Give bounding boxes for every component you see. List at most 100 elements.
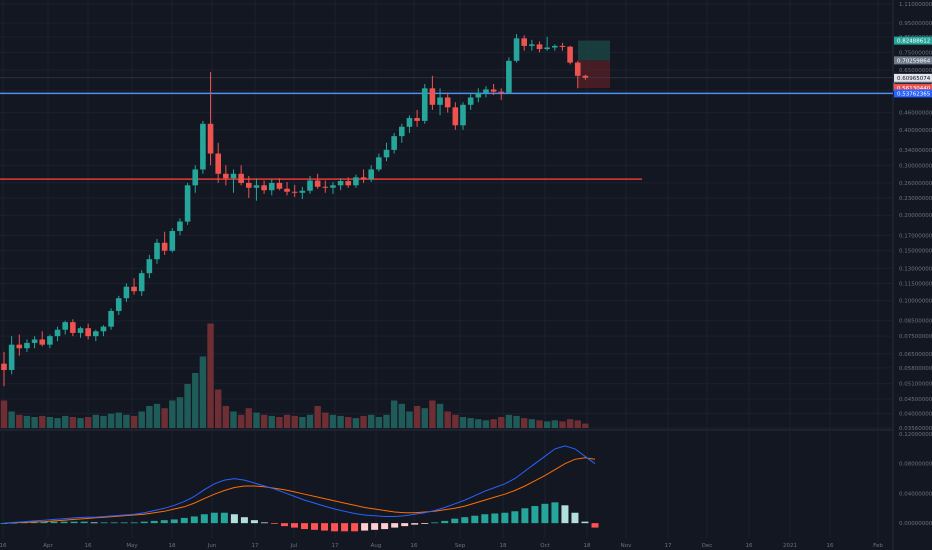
volume-bar xyxy=(176,397,184,428)
volume-bar xyxy=(16,414,23,428)
macd-hist-bar xyxy=(421,523,429,524)
volume-bar xyxy=(107,413,115,428)
volume-bar xyxy=(69,417,77,428)
volume-bar xyxy=(413,406,421,428)
volume-bar xyxy=(192,373,199,428)
volume-bar xyxy=(77,418,84,428)
macd-hist-bar xyxy=(551,502,559,524)
date-tick-label: 16 xyxy=(411,543,418,549)
macd-hist-bar xyxy=(110,522,118,524)
horizontal-lines[interactable] xyxy=(0,92,893,180)
volume-bar xyxy=(467,418,474,428)
candle-body xyxy=(483,89,489,93)
candle-body xyxy=(70,322,76,333)
date-axis[interactable]: 16 Apr 16 May 18 Jun 17 Jul 17 Aug 16 Sep 18 Oct 18 Nov… xyxy=(0,543,883,549)
volume-bars xyxy=(0,323,589,428)
price-tick-label: 0.40000000 xyxy=(899,128,932,134)
macd-hist-bar xyxy=(401,523,409,527)
volume-bar xyxy=(230,411,237,428)
macd-hist-bar xyxy=(441,520,449,524)
macd-hist-bar xyxy=(581,521,589,524)
date-tick-label: Feb xyxy=(873,543,883,549)
macd-hist-bar xyxy=(290,523,298,528)
volume-bar xyxy=(237,414,245,428)
price-tick-label: 0.07500000 xyxy=(899,334,932,340)
volume-bar xyxy=(184,384,191,428)
blue-level-tag-bg xyxy=(894,89,932,98)
volume-bar xyxy=(498,417,505,428)
candle-body xyxy=(521,38,527,46)
candle-body xyxy=(169,231,176,251)
target-price-tag: 0.82488612 xyxy=(897,39,930,45)
candle-body xyxy=(253,185,260,188)
entry-price-tag: 0.70259864 xyxy=(897,58,931,64)
target-price-tag-bg xyxy=(894,36,932,45)
candle-body xyxy=(146,259,153,274)
candle-body xyxy=(475,92,482,98)
macd-hist-bar xyxy=(591,523,599,528)
position-box[interactable] xyxy=(0,40,893,89)
candle-body xyxy=(406,118,413,127)
macd-hist-bar xyxy=(140,521,148,524)
price-axis[interactable]: 1.110000000.950000000.850000000.75000000… xyxy=(899,2,932,527)
candle-body xyxy=(154,242,160,260)
macd-hist-bar xyxy=(50,521,58,524)
candle-body xyxy=(536,44,543,50)
volume-bar xyxy=(551,420,558,428)
price-tick-label: 0.26000000 xyxy=(899,181,932,187)
date-tick-label: 16 xyxy=(0,543,7,549)
volume-bar xyxy=(161,408,168,428)
macd-tick-label: 0.00000000 xyxy=(899,521,932,527)
macd-tick-label: 0.04000000 xyxy=(899,491,932,497)
date-tick-label: Jun xyxy=(207,543,217,549)
date-tick-label: 16 xyxy=(827,543,834,549)
macd-hist-bar xyxy=(411,523,419,525)
date-tick-label: 18 xyxy=(169,543,176,549)
candle-body xyxy=(460,104,466,126)
volume-bar xyxy=(306,414,314,428)
volume-bar xyxy=(559,421,566,428)
candle-body xyxy=(582,75,589,78)
candle-body xyxy=(383,149,390,158)
date-tick-label: Aug xyxy=(371,543,382,549)
candle-body xyxy=(238,173,244,183)
macd-hist-bar xyxy=(70,521,78,524)
macd-hist-bar xyxy=(451,518,459,524)
candle-body xyxy=(85,328,91,337)
macd-hist-bar xyxy=(250,520,258,524)
volume-bar xyxy=(54,418,61,428)
candle-body xyxy=(24,342,30,349)
volume-bar xyxy=(345,417,352,428)
candle-body xyxy=(368,169,374,180)
candle-body xyxy=(421,88,428,121)
macd-hist-bar xyxy=(270,523,278,524)
macd-hist-bar xyxy=(561,505,569,524)
macd-hist-bar xyxy=(60,521,68,524)
volume-bar xyxy=(459,417,467,428)
macd-hist-bar xyxy=(150,520,158,524)
candle-body xyxy=(360,177,367,180)
date-tick-label: Nov xyxy=(621,543,632,549)
candle-body xyxy=(131,286,137,292)
candle-body xyxy=(330,185,336,188)
macd-hist-bar xyxy=(0,523,8,524)
candle-body xyxy=(322,186,329,188)
grid xyxy=(0,0,894,550)
price-tick-label: 0.05100000 xyxy=(899,382,932,388)
candle-body xyxy=(223,173,229,179)
price-tick-label: 0.95000000 xyxy=(899,21,932,27)
volume-bar xyxy=(429,400,436,428)
candle-body xyxy=(567,46,573,63)
macd-hist-bar xyxy=(391,523,399,528)
candle-body xyxy=(93,331,99,337)
volume-bar xyxy=(199,356,207,428)
macd-hist-bar xyxy=(541,503,549,524)
volume-bar xyxy=(260,414,268,428)
macd-hist-bar xyxy=(170,519,178,524)
volume-bar xyxy=(352,418,360,428)
volume-bar xyxy=(276,417,283,428)
candle-body xyxy=(47,336,53,345)
volume-bar xyxy=(390,400,398,428)
entry-price-tag-bg xyxy=(894,56,932,65)
